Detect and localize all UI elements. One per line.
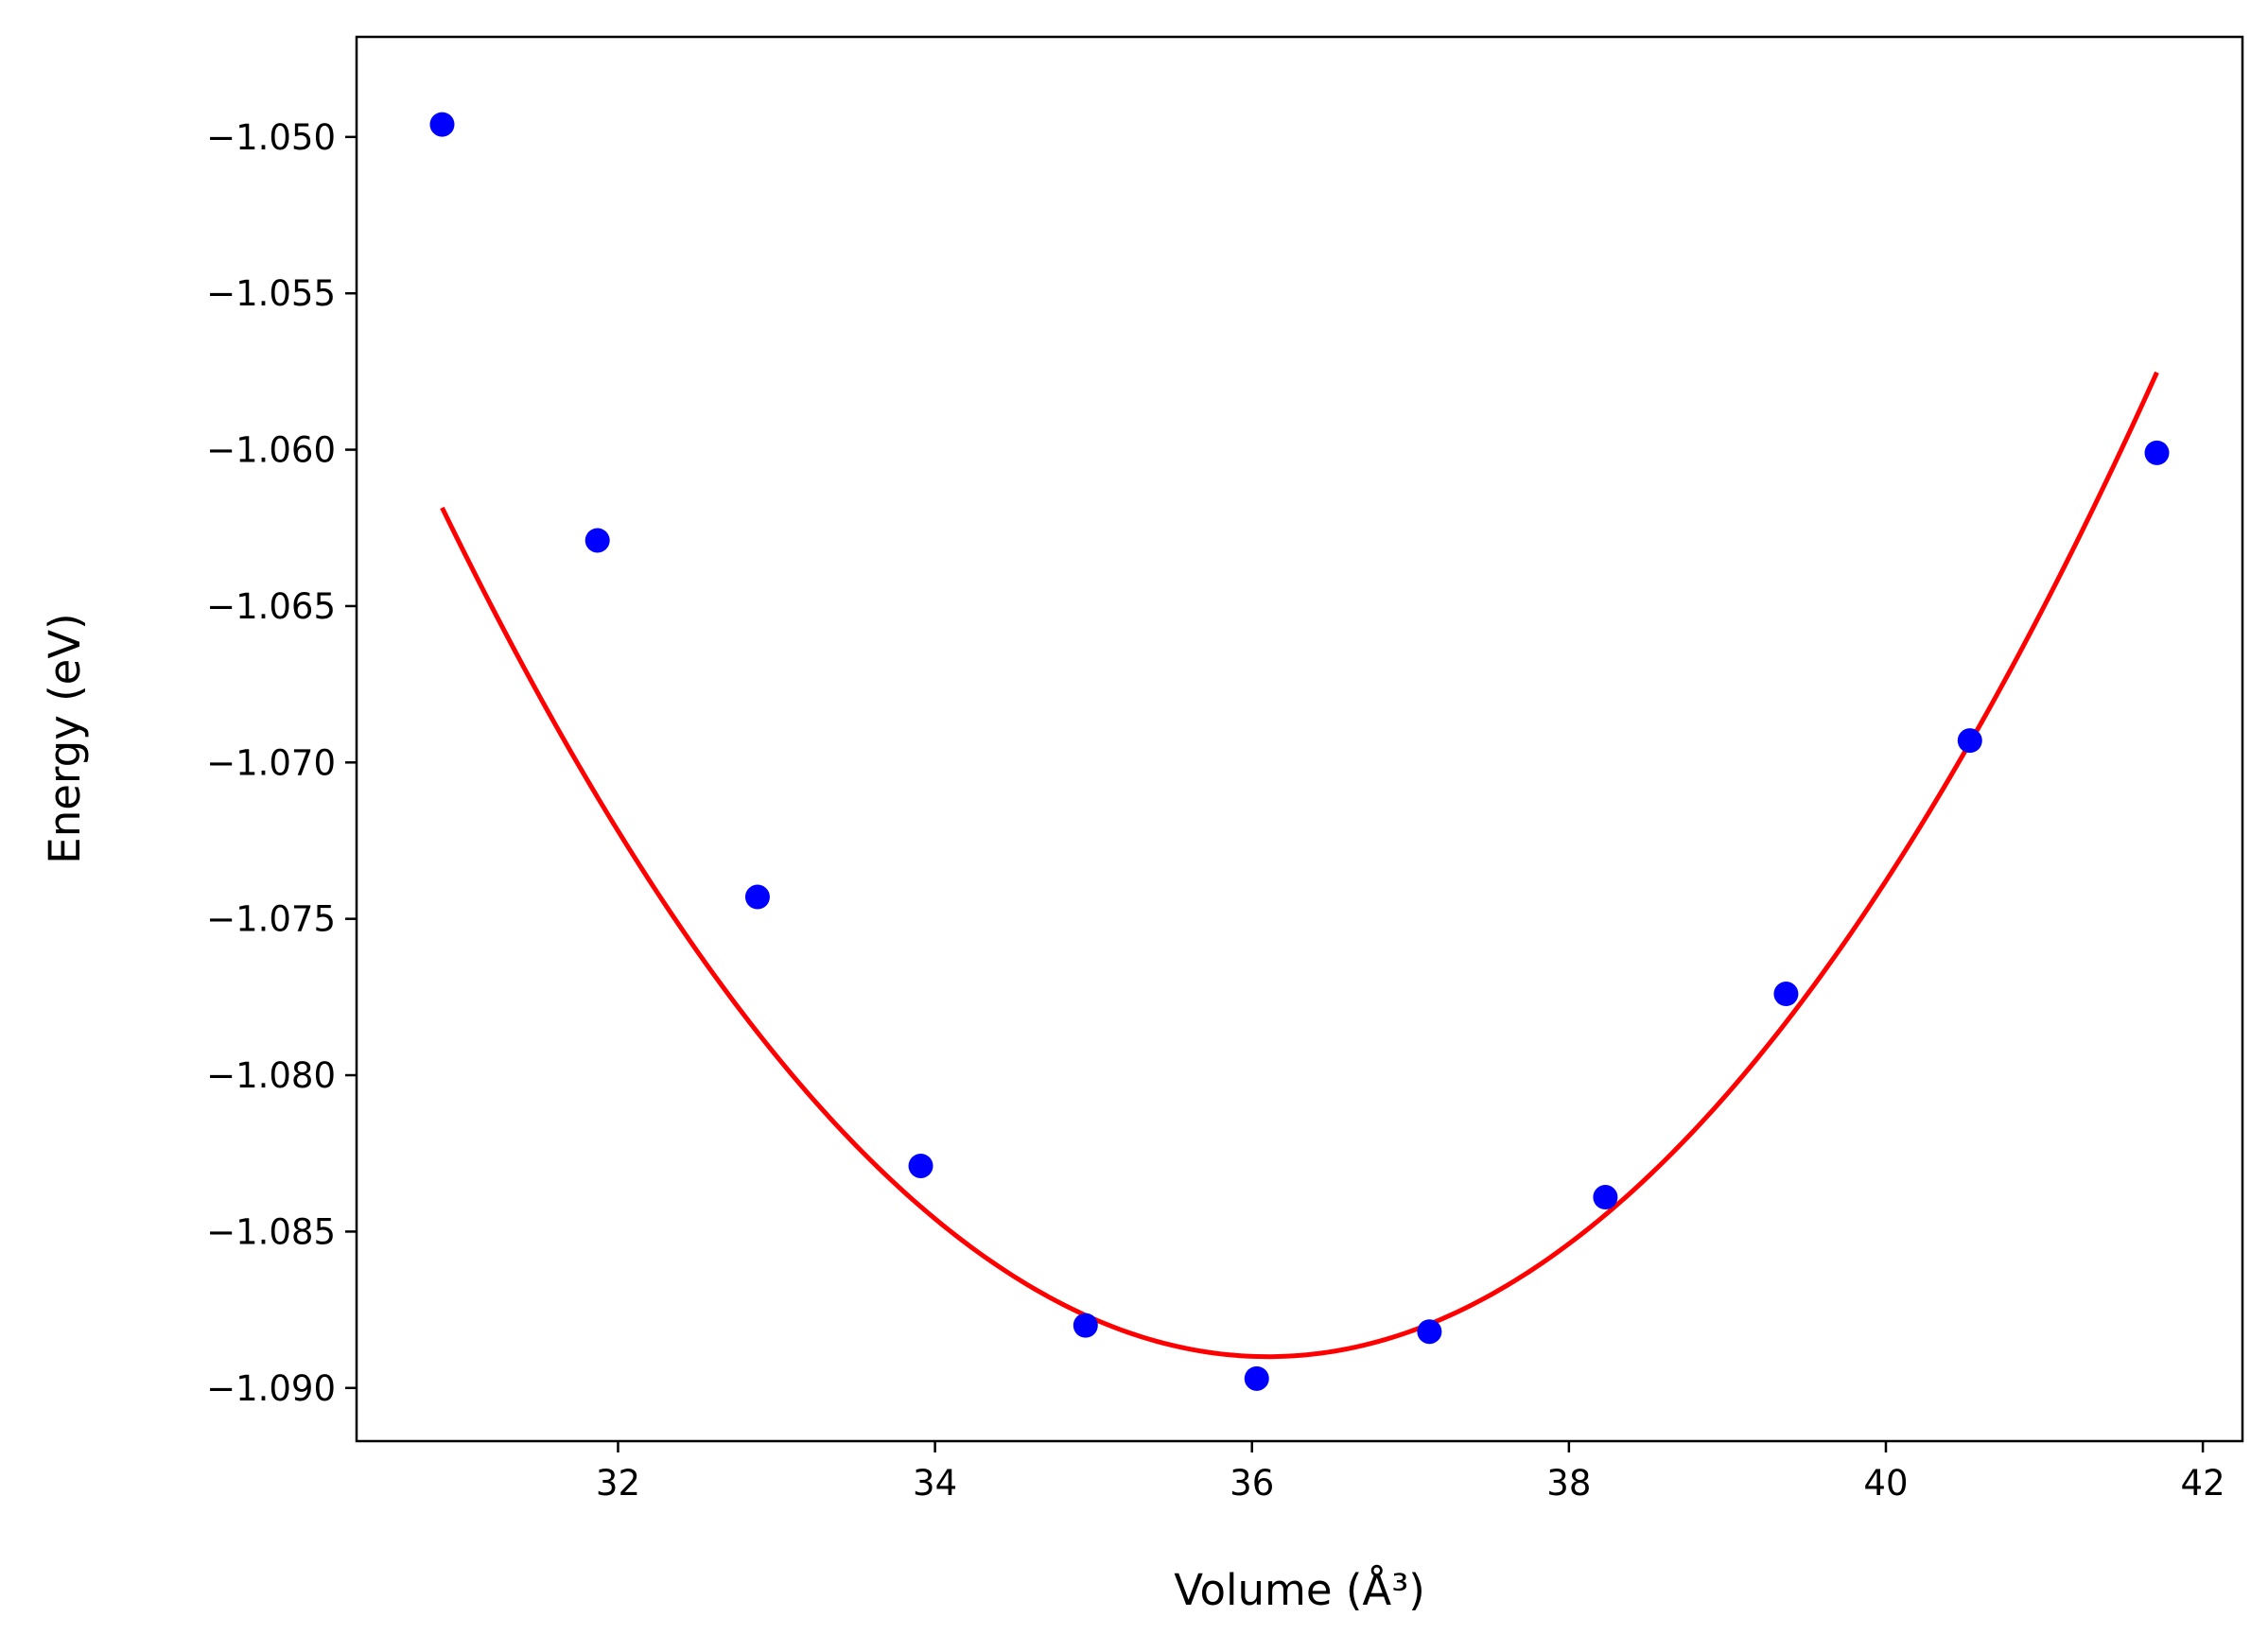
- y-axis-ticks: −1.050 −1.055 −1.060 −1.065 −1.070 −1.075 −1.0…: [206, 117, 357, 1409]
- data-point: [1773, 982, 1799, 1007]
- x-tick-label: 34: [913, 1463, 957, 1504]
- x-tick-label: 36: [1230, 1463, 1274, 1504]
- x-tick-label: 42: [2181, 1463, 2225, 1504]
- y-tick-label: −1.070: [206, 742, 336, 783]
- x-tick-label: 32: [596, 1463, 640, 1504]
- y-tick-label: −1.050: [206, 117, 336, 158]
- data-point: [1073, 1313, 1098, 1338]
- x-tick-label: 38: [1546, 1463, 1591, 1504]
- y-tick-label: −1.075: [206, 899, 336, 940]
- x-axis-label: Volume (Å³): [1174, 1565, 1425, 1615]
- data-point: [744, 884, 770, 910]
- data-point: [1417, 1319, 1442, 1345]
- data-point: [1957, 728, 1982, 754]
- axes-frame: [355, 35, 2244, 1443]
- data-point: [908, 1153, 933, 1178]
- x-axis-ticks: 32 34 36 38 40 42: [596, 1441, 2225, 1504]
- y-tick-label: −1.060: [206, 430, 336, 471]
- plot-area: [429, 112, 2170, 1391]
- fit-curve-line: [440, 371, 2159, 1360]
- x-tick-label: 40: [1863, 1463, 1908, 1504]
- y-tick-label: −1.055: [206, 273, 336, 314]
- data-point: [584, 528, 610, 553]
- data-point: [1593, 1185, 1618, 1210]
- data-point: [429, 112, 455, 137]
- data-point: [2144, 440, 2170, 465]
- y-tick-label: −1.085: [206, 1211, 336, 1252]
- data-point: [1244, 1365, 1269, 1391]
- y-tick-label: −1.090: [206, 1368, 336, 1409]
- y-tick-label: −1.080: [206, 1055, 336, 1096]
- y-tick-label: −1.065: [206, 586, 336, 627]
- y-axis-label: Energy (eV): [40, 613, 90, 863]
